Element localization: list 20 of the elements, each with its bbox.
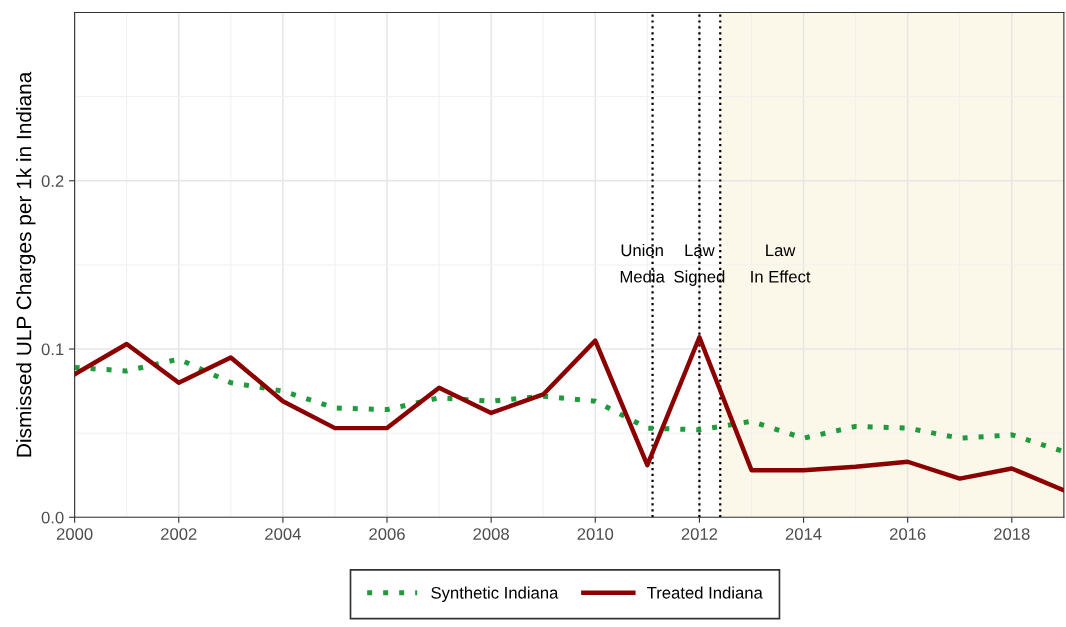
ref-line-label: Union Media	[620, 243, 665, 283]
band-label: Law In Effect	[751, 244, 811, 283]
legend-label: Treated Indiana	[647, 586, 763, 599]
line-series	[74, 335, 1064, 493]
x-tick-label: 2002	[161, 528, 197, 540]
x-tick-label: 2004	[265, 528, 301, 540]
legend-label: Synthetic Indiana	[431, 586, 559, 602]
x-tick-label: 2006	[369, 528, 405, 540]
ref-line-label: Law Signed	[674, 244, 725, 286]
x-tick-label: 2008	[473, 528, 509, 540]
y-axis-title: Dismissed ULP Charges per 1k in Indiana	[16, 71, 36, 457]
x-tick-label: 2014	[785, 528, 822, 540]
x-tick-label: 2018	[994, 528, 1030, 540]
x-tick-label: 2010	[577, 528, 614, 540]
y-tick-label: 0.1	[41, 343, 64, 356]
x-tick-label: 2016	[889, 528, 926, 540]
y-tick-label: 0.2	[41, 175, 64, 187]
y-tick-label: 0.0	[41, 511, 64, 524]
x-tick-label: 2000	[56, 528, 93, 540]
x-tick-label: 2012	[681, 528, 718, 540]
